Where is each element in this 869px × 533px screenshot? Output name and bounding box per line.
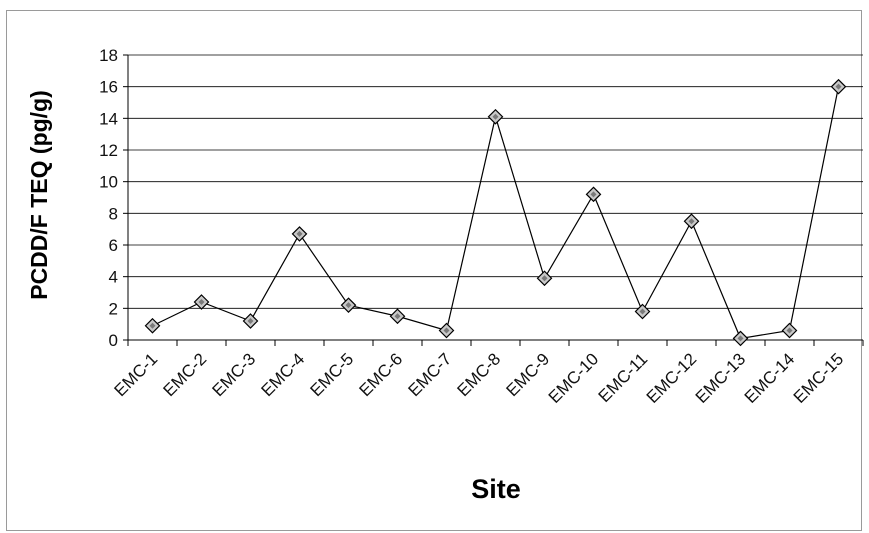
ytick-label-14: 14	[99, 109, 118, 128]
xtick-label-emc-12: EMC-12	[643, 349, 701, 407]
data-point-center-emc-1	[149, 322, 156, 329]
ytick-label-4: 4	[109, 268, 118, 287]
data-point-center-emc-4	[296, 230, 303, 237]
data-point-center-emc-10	[590, 191, 597, 198]
data-point-center-emc-7	[443, 327, 450, 334]
y-axis-title: PCDD/F TEQ (pg/g)	[26, 90, 52, 300]
data-point-center-emc-6	[394, 313, 401, 320]
ytick-label-0: 0	[109, 331, 118, 350]
data-point-center-emc-8	[492, 113, 499, 120]
data-point-center-emc-14	[786, 327, 793, 334]
xtick-label-emc-6: EMC-6	[355, 349, 406, 400]
ytick-label-16: 16	[99, 78, 118, 97]
data-point-center-emc-13	[737, 335, 744, 342]
ytick-label-10: 10	[99, 173, 118, 192]
chart-frame	[6, 10, 862, 531]
ytick-label-2: 2	[109, 299, 118, 318]
data-point-center-emc-3	[247, 318, 254, 324]
data-point-center-emc-15	[835, 83, 842, 90]
ytick-label-8: 8	[109, 204, 118, 223]
xtick-label-emc-13: EMC-13	[692, 349, 750, 407]
xtick-label-emc-14: EMC-14	[741, 349, 799, 407]
y-tick-labels: 0 2 4 6 8 10 12 14 16 18	[99, 46, 118, 350]
xtick-label-emc-5: EMC-5	[306, 349, 357, 400]
xtick-label-emc-2: EMC-2	[159, 349, 210, 400]
xtick-label-emc-10: EMC-10	[545, 349, 603, 407]
xtick-label-emc-15: EMC-15	[790, 349, 848, 407]
xtick-label-emc-1: EMC-1	[110, 349, 161, 400]
x-tick-labels: EMC-1EMC-2EMC-3EMC-4EMC-5EMC-6EMC-7EMC-8…	[110, 349, 847, 407]
axes	[123, 54, 864, 346]
data-point-center-emc-5	[345, 302, 352, 309]
series	[144, 78, 847, 347]
xtick-label-emc-8: EMC-8	[453, 349, 504, 400]
ytick-label-12: 12	[99, 141, 118, 160]
data-point-center-emc-12	[688, 218, 695, 225]
gridlines	[128, 54, 863, 309]
xtick-label-emc-7: EMC-7	[404, 349, 455, 400]
xtick-label-emc-4: EMC-4	[257, 349, 308, 400]
data-point-center-emc-11	[639, 308, 646, 315]
data-point-center-emc-9	[541, 275, 548, 282]
x-axis-title: Site	[471, 474, 521, 504]
xtick-label-emc-3: EMC-3	[208, 349, 259, 400]
ytick-label-6: 6	[109, 236, 118, 255]
data-point-center-emc-2	[198, 299, 205, 305]
ytick-label-18: 18	[99, 46, 118, 65]
xtick-label-emc-11: EMC-11	[595, 349, 652, 406]
